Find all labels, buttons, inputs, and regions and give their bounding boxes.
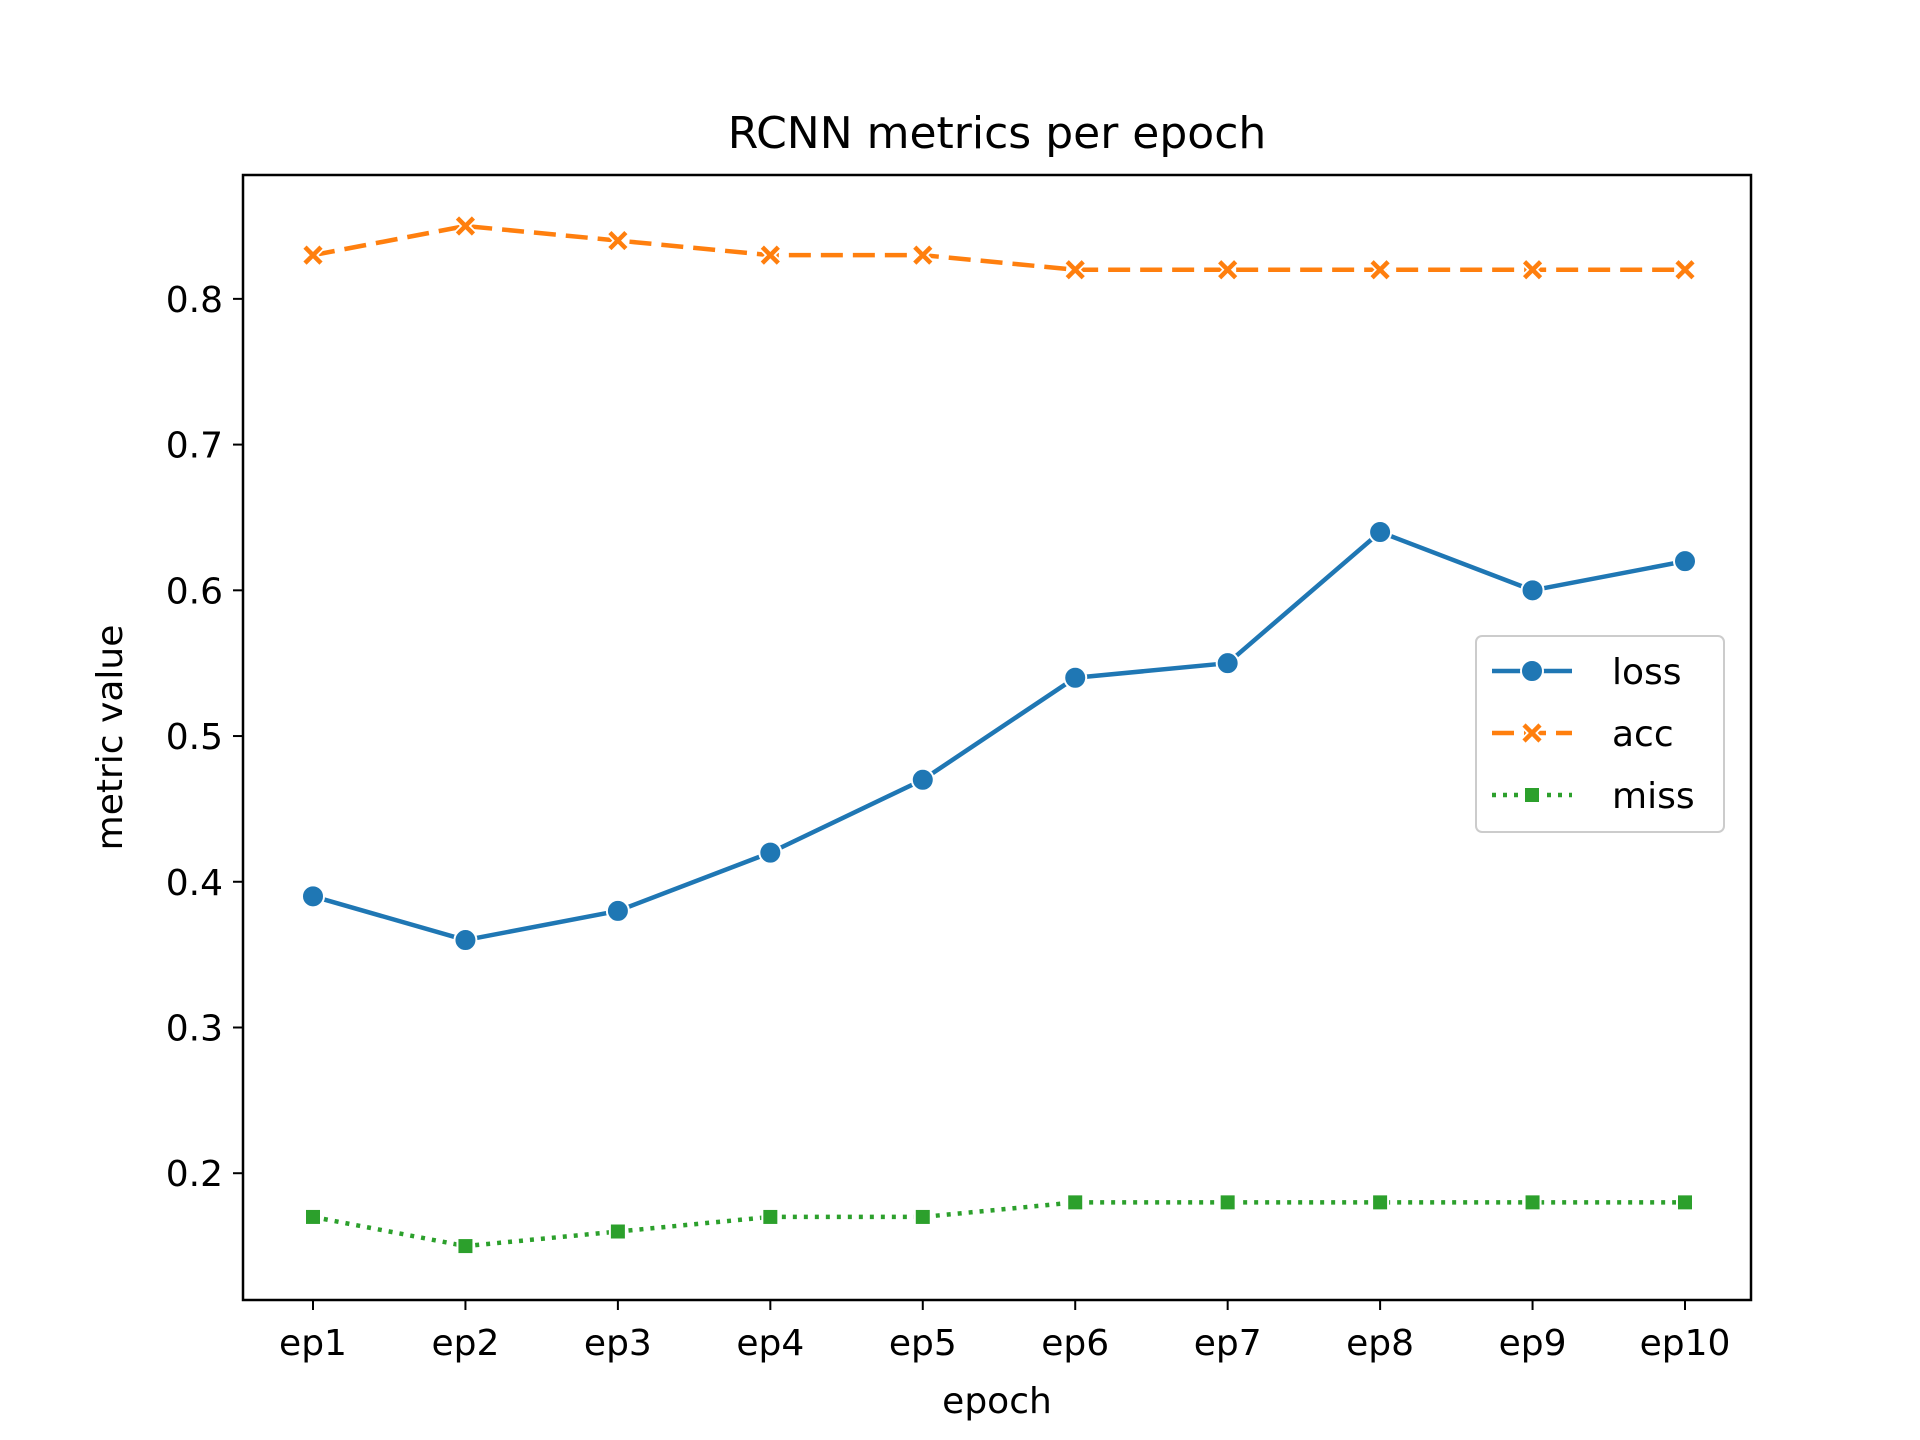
legend-marker-acc [1520, 721, 1544, 745]
series-loss [301, 520, 1697, 953]
data-point-loss [1215, 651, 1240, 676]
y-tick-label: 0.2 [166, 1154, 223, 1195]
y-axis-label: metric value [90, 625, 131, 851]
data-point-miss [304, 1207, 322, 1226]
data-point-acc [605, 228, 630, 253]
x-tick-label: ep2 [431, 1323, 499, 1364]
data-point-acc [301, 243, 325, 268]
legend-label-loss: loss [1612, 652, 1682, 693]
data-point-loss [1368, 520, 1393, 545]
y-tick-label: 0.6 [166, 571, 223, 612]
series-acc [301, 214, 1697, 282]
data-point-acc [910, 243, 935, 268]
legend-label-miss: miss [1612, 776, 1695, 817]
series-line-loss [312, 529, 1686, 943]
data-point-loss [301, 884, 325, 909]
data-point-loss [758, 840, 783, 865]
x-tick-label: ep6 [1041, 1323, 1109, 1364]
data-point-miss [456, 1237, 475, 1256]
x-axis: ep1 ep2 ep3 ep4 ep5 ep6 ep7 ep8 ep9 ep10 [279, 1300, 1730, 1364]
data-point-miss [1371, 1193, 1390, 1212]
data-point-miss [913, 1207, 932, 1226]
chart-title: RCNN metrics per epoch [728, 108, 1267, 159]
x-tick-label: ep9 [1499, 1323, 1567, 1364]
y-tick-label: 0.4 [166, 863, 223, 904]
legend: loss acc miss [1475, 635, 1725, 833]
plot-marks [301, 214, 1697, 1256]
data-point-acc [1520, 257, 1545, 282]
data-point-miss [1523, 1193, 1542, 1212]
data-point-loss [1063, 665, 1088, 690]
data-point-loss [910, 767, 935, 792]
series-miss [304, 1193, 1694, 1256]
series-line-acc [312, 223, 1685, 272]
x-tick-label: ep7 [1194, 1323, 1262, 1364]
data-point-acc [1215, 257, 1240, 282]
x-tick-label: ep3 [584, 1323, 652, 1364]
data-point-loss [605, 898, 630, 923]
data-point-acc [1673, 257, 1697, 282]
y-tick-label: 0.8 [166, 280, 223, 321]
data-point-miss [1218, 1193, 1237, 1212]
legend-marker-loss [1520, 659, 1544, 683]
x-axis-label: epoch [942, 1381, 1052, 1422]
data-point-acc [453, 214, 478, 239]
series-line-miss [312, 1200, 1685, 1249]
x-tick-label: ep10 [1640, 1323, 1731, 1364]
data-point-acc [1368, 257, 1393, 282]
y-tick-label: 0.3 [166, 1008, 223, 1049]
y-tick-label: 0.7 [166, 426, 223, 467]
x-tick-label: ep8 [1346, 1323, 1414, 1364]
y-axis: 0.2 0.3 0.4 0.5 0.6 0.7 0.8 [166, 280, 243, 1195]
legend-marker-miss [1523, 786, 1541, 804]
x-tick-label: ep4 [736, 1323, 804, 1364]
data-point-loss [1520, 578, 1545, 603]
data-point-acc [1063, 257, 1088, 282]
data-point-miss [761, 1207, 780, 1226]
legend-box [1475, 635, 1725, 833]
data-point-miss [1066, 1193, 1085, 1212]
data-point-loss [453, 928, 478, 953]
data-point-loss [1673, 549, 1697, 574]
data-point-miss [608, 1222, 627, 1241]
data-point-acc [758, 243, 783, 268]
data-point-miss [1676, 1193, 1694, 1212]
legend-label-acc: acc [1612, 714, 1674, 755]
plot-frame [241, 173, 1753, 1302]
x-tick-label: ep5 [889, 1323, 957, 1364]
x-tick-label: ep1 [279, 1323, 347, 1364]
y-tick-label: 0.5 [166, 717, 223, 758]
